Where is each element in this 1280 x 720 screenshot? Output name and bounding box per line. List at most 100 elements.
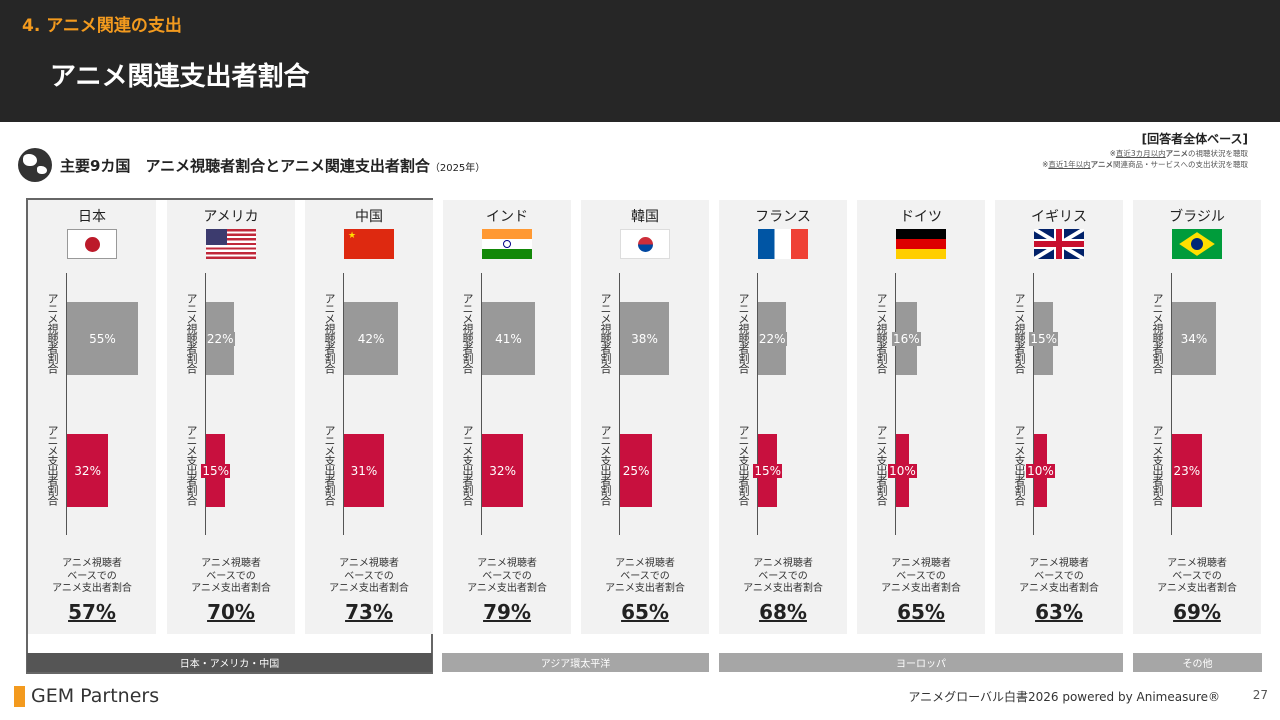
spender-bar: 15% bbox=[201, 434, 231, 507]
ratio-caption: アニメ視聴者 ベースでの アニメ支出者割合 bbox=[305, 558, 433, 596]
page-number: 27 bbox=[1252, 688, 1268, 702]
spender-label: アニメ支出者割合 bbox=[46, 425, 59, 505]
ratio-value: 79% bbox=[483, 600, 531, 624]
viewer-value: 42% bbox=[356, 331, 386, 346]
note-period: 直近3カ月以内 bbox=[1115, 149, 1166, 158]
viewer-bar: 16% bbox=[891, 302, 921, 375]
spender-label: アニメ支出者割合 bbox=[461, 425, 474, 505]
viewer-label: アニメ視聴者割合 bbox=[1151, 293, 1164, 373]
caption-line: ベースでの bbox=[67, 570, 117, 582]
axis-line bbox=[1171, 273, 1172, 535]
spender-value: 10% bbox=[888, 463, 917, 478]
caption-line: アニメ支出者割合 bbox=[743, 583, 823, 594]
note-text: 関連商品・サービスへの支出状況を聴取 bbox=[1113, 160, 1248, 169]
spender-bar: 31% bbox=[344, 434, 384, 507]
caption-line: アニメ支出者割合 bbox=[605, 583, 685, 594]
caption-line: ベースでの bbox=[896, 570, 946, 582]
globe-icon bbox=[18, 148, 52, 182]
note-2: ※直近1年以内アニメ関連商品・サービスへの支出状況を聴取 bbox=[1042, 159, 1248, 170]
country-name: 韓国 bbox=[631, 209, 659, 225]
spender-label: アニメ支出者割合 bbox=[875, 425, 888, 505]
caption-line: ベースでの bbox=[758, 570, 808, 582]
axis-line bbox=[343, 273, 344, 535]
spender-bar: 10% bbox=[888, 434, 917, 507]
country-panel: アメリカ アニメ視聴者割合 アニメ支出者割合 22% 15% アニメ視聴者 ベース… bbox=[167, 200, 295, 634]
viewer-bar: 38% bbox=[620, 302, 670, 375]
viewer-value: 22% bbox=[205, 331, 235, 346]
viewer-label: アニメ視聴者割合 bbox=[1013, 293, 1026, 373]
viewer-label: アニメ視聴者割合 bbox=[875, 293, 888, 373]
caption-line: アニメ視聴者 bbox=[615, 558, 675, 569]
japan-flag-icon bbox=[67, 229, 117, 259]
ratio-caption: アニメ視聴者 ベースでの アニメ支出者割合 bbox=[28, 558, 156, 596]
country-panel: 中国 ★ アニメ視聴者割合 アニメ支出者割合 42% 31% アニメ視聴者 ベース… bbox=[305, 200, 433, 634]
spender-value: 32% bbox=[73, 463, 102, 478]
header: 4. アニメ関連の支出 アニメ関連支出者割合 bbox=[0, 0, 1280, 122]
viewer-label: アニメ視聴者割合 bbox=[461, 293, 474, 373]
axis-line bbox=[66, 273, 67, 535]
ratio-caption: アニメ視聴者 ベースでの アニメ支出者割合 bbox=[1133, 558, 1261, 596]
region-asia-pacific: アジア環太平洋 bbox=[442, 653, 709, 672]
spender-value: 32% bbox=[488, 463, 517, 478]
country-name: 日本 bbox=[78, 209, 106, 225]
note-bold: アニメ bbox=[1090, 160, 1113, 169]
viewer-value: 16% bbox=[891, 331, 921, 346]
caption-line: アニメ視聴者 bbox=[339, 558, 399, 569]
country-panel: インド アニメ視聴者割合 アニメ支出者割合 41% 32% アニメ視聴者 ベースで… bbox=[443, 200, 571, 634]
note-prefix: ※ bbox=[1109, 149, 1116, 158]
spender-value: 10% bbox=[1026, 463, 1055, 478]
spender-bar: 32% bbox=[482, 434, 524, 507]
country-name: フランス bbox=[755, 209, 811, 225]
spender-label: アニメ支出者割合 bbox=[737, 425, 750, 505]
region-major: 日本・アメリカ・中国 bbox=[27, 653, 432, 672]
country-name: アメリカ bbox=[203, 209, 259, 225]
brazil-flag-icon bbox=[1172, 229, 1222, 259]
ratio-value: 68% bbox=[759, 600, 807, 624]
gem-partners-logo: GEM Partners bbox=[14, 685, 159, 707]
ratio-caption: アニメ視聴者 ベースでの アニメ支出者割合 bbox=[995, 558, 1123, 596]
country-panel: ブラジル アニメ視聴者割合 アニメ支出者割合 34% 23% アニメ視聴者 ベース… bbox=[1133, 200, 1261, 634]
base-label: [回答者全体ベース] bbox=[1141, 132, 1248, 146]
region-other: その他 bbox=[1133, 653, 1262, 672]
axis-line bbox=[757, 273, 758, 535]
caption-line: アニメ視聴者 bbox=[477, 558, 537, 569]
chart-subtitle: 主要9カ国 アニメ視聴者割合とアニメ関連支出者割合（2025年） bbox=[60, 155, 485, 176]
spender-label: アニメ支出者割合 bbox=[1013, 425, 1026, 505]
country-panel: イギリス アニメ視聴者割合 アニメ支出者割合 15% 10% アニメ視聴者 ベース… bbox=[995, 200, 1123, 634]
caption-line: ベースでの bbox=[1172, 570, 1222, 582]
ratio-value: 65% bbox=[621, 600, 669, 624]
logo-mark-icon bbox=[14, 685, 25, 707]
note-bold: アニメ bbox=[1165, 149, 1188, 158]
caption-line: アニメ支出者割合 bbox=[1019, 583, 1099, 594]
caption-line: ベースでの bbox=[344, 570, 394, 582]
country-panel: 韓国 アニメ視聴者割合 アニメ支出者割合 38% 25% アニメ視聴者 ベースでの… bbox=[581, 200, 709, 634]
country-panel: 日本 アニメ視聴者割合 アニメ支出者割合 55% 32% アニメ視聴者 ベースでの… bbox=[28, 200, 156, 634]
viewer-bar: 22% bbox=[205, 302, 235, 375]
caption-line: アニメ支出者割合 bbox=[1157, 583, 1237, 594]
spender-value: 31% bbox=[349, 463, 379, 478]
axis-line bbox=[205, 273, 206, 535]
country-name: 中国 bbox=[355, 209, 383, 225]
note-1: ※直近3カ月以内アニメの視聴状況を聴取 bbox=[1110, 148, 1248, 159]
viewer-value: 41% bbox=[494, 331, 523, 346]
germany-flag-icon bbox=[896, 229, 946, 259]
viewer-bar: 55% bbox=[67, 302, 138, 375]
page-title: アニメ関連支出者割合 bbox=[50, 62, 310, 92]
viewer-bar: 22% bbox=[757, 302, 787, 375]
spender-bar: 25% bbox=[620, 434, 653, 507]
spender-bar: 15% bbox=[753, 434, 783, 507]
viewer-value: 55% bbox=[88, 331, 117, 346]
caption-line: アニメ視聴者 bbox=[753, 558, 813, 569]
viewer-bar: 15% bbox=[1029, 302, 1059, 375]
spender-label: アニメ支出者割合 bbox=[599, 425, 612, 505]
caption-line: アニメ支出者割合 bbox=[52, 583, 132, 594]
caption-line: アニメ視聴者 bbox=[62, 558, 122, 569]
ratio-caption: アニメ視聴者 ベースでの アニメ支出者割合 bbox=[443, 558, 571, 596]
caption-line: アニメ支出者割合 bbox=[191, 583, 271, 594]
ratio-caption: アニメ視聴者 ベースでの アニメ支出者割合 bbox=[167, 558, 295, 596]
country-name: ドイツ bbox=[900, 209, 942, 225]
source-text: アニメグローバル白書2026 powered by Animeasure® bbox=[908, 690, 1220, 704]
viewer-label: アニメ視聴者割合 bbox=[737, 293, 750, 373]
spender-value: 15% bbox=[201, 463, 231, 478]
ratio-caption: アニメ視聴者 ベースでの アニメ支出者割合 bbox=[581, 558, 709, 596]
